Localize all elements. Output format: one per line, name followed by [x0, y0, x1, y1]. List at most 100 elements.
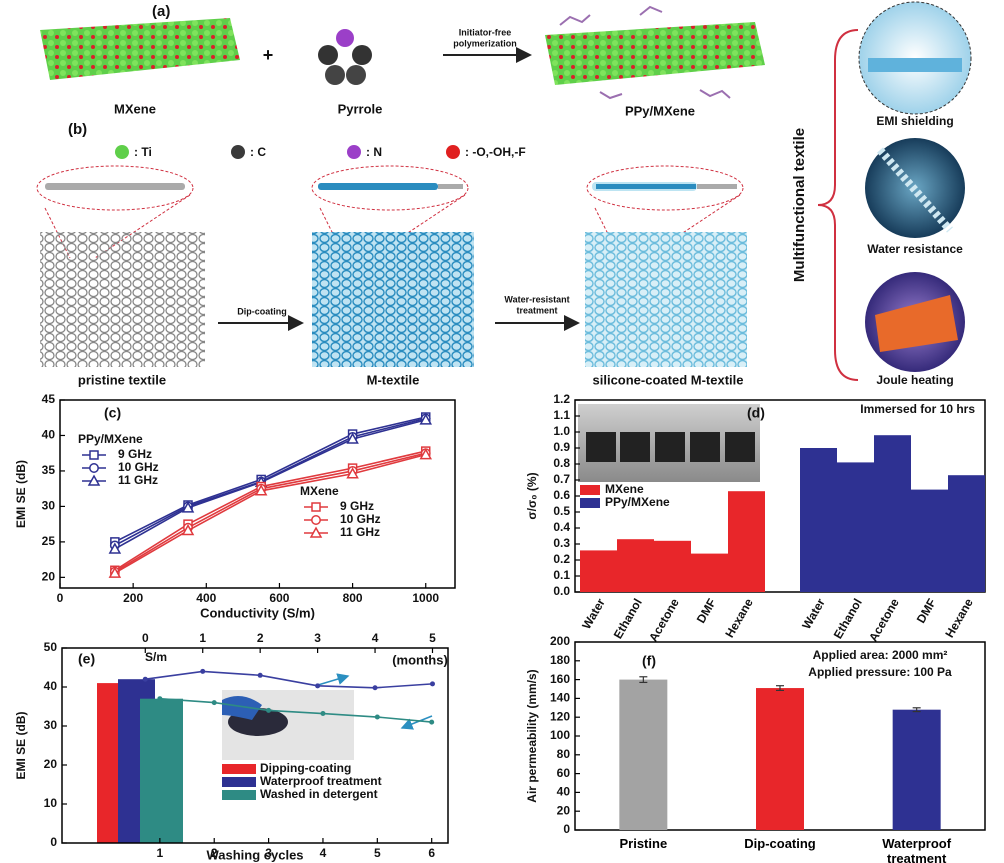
- marker: [346, 432, 359, 444]
- x2-axis-title: (months): [392, 652, 448, 667]
- pyrrole-model: [318, 29, 372, 85]
- plot-frame: [59, 399, 456, 589]
- caption: silicone-coated M-textile: [593, 372, 744, 387]
- legend-label: Waterproof treatment: [260, 774, 382, 788]
- error-bar: [912, 707, 921, 713]
- marker: [320, 711, 326, 717]
- annotation: Applied area: 2000 mm²: [813, 648, 948, 662]
- marker: [315, 683, 321, 689]
- bar: [580, 550, 617, 592]
- panel-label: (a): [152, 3, 170, 20]
- series-line: [159, 697, 432, 723]
- bar: [617, 539, 654, 592]
- x-tick-label: Hexane: [942, 596, 976, 640]
- legend-label: Washed in detergent: [260, 787, 378, 801]
- panel-label: (e): [78, 651, 95, 667]
- x-axis-title: Washing cycles: [206, 847, 303, 862]
- error-bar: [776, 685, 784, 692]
- x-axis-title: Conductivity (S/m): [200, 605, 315, 620]
- caption: PPy/MXene: [625, 103, 695, 118]
- marker: [200, 668, 206, 674]
- y-tick-label: 1.0: [553, 424, 570, 438]
- plot-frame: [61, 647, 449, 844]
- coated-textile: [585, 165, 747, 367]
- arrow-text: Initiator-free: [459, 27, 512, 37]
- marker: [346, 467, 359, 479]
- legend-group-title: MXene: [300, 484, 339, 498]
- series-line: [114, 450, 426, 571]
- legend-label: 10 GHz: [340, 512, 381, 526]
- y-tick-label: 0.6: [553, 488, 570, 502]
- marker: [419, 413, 433, 425]
- legend-label: MXene: [605, 482, 644, 496]
- x-tick-label: 600: [269, 591, 289, 605]
- y-tick-label: 40: [42, 428, 56, 442]
- x-tick-label: Water: [579, 596, 608, 632]
- marker: [157, 696, 163, 702]
- ppy-mxene-model: [545, 22, 765, 85]
- legend-label: 9 GHz: [340, 499, 374, 513]
- x-tick-label: Ethanol: [831, 596, 865, 641]
- bar: [948, 475, 985, 592]
- y-tick-label: 20: [42, 570, 56, 584]
- y-tick-label: 120: [550, 709, 570, 723]
- legend-swatch: [222, 777, 256, 787]
- x-tick-label-box: Dip-coating: [744, 836, 816, 851]
- y-tick-label: 25: [42, 534, 56, 548]
- marker: [211, 700, 217, 706]
- y-tick-label: 0.8: [553, 456, 570, 470]
- marker: [429, 681, 435, 687]
- y-tick-label: 0.7: [553, 472, 570, 486]
- legend-marker: [309, 526, 323, 538]
- bar: [619, 679, 668, 830]
- y-tick-label: 20: [557, 803, 571, 817]
- y-tick-label: 20: [44, 757, 58, 771]
- bar: [654, 540, 691, 592]
- panel-a: (a) MXene + Pyrrole Initiator-free polym…: [40, 3, 765, 118]
- legend-text: : -O,-OH,-F: [465, 145, 526, 159]
- x-tick-label: 6: [428, 846, 435, 860]
- y-tick-label: 80: [557, 747, 571, 761]
- bar: [874, 435, 911, 592]
- x-tick-label: Waterproof treatment: [882, 836, 952, 863]
- legend-label: Dipping-coating: [260, 761, 351, 775]
- legend-dot: [231, 145, 245, 159]
- side-title: Multifunctional textile: [791, 128, 808, 282]
- annotation: Applied pressure: 100 Pa: [808, 665, 952, 679]
- x-tick-label: Acetone: [866, 596, 902, 644]
- x-tick-label: Dip-coating: [744, 836, 816, 851]
- legend-swatch: [580, 485, 600, 495]
- emi-layer: [868, 58, 962, 72]
- arrow-text: polymerization: [453, 38, 517, 48]
- y-axis-title: EMI SE (dB): [14, 711, 28, 779]
- x-tick-label: 0: [142, 631, 149, 645]
- legend-swatch: [580, 498, 600, 508]
- legend-label: 11 GHz: [340, 525, 380, 539]
- marker: [257, 672, 263, 678]
- plus: +: [263, 45, 274, 65]
- marker: [374, 714, 380, 720]
- x-tick-label: 3: [314, 631, 321, 645]
- legend-group-title: PPy/MXene: [78, 432, 143, 446]
- legend-dot: [446, 145, 460, 159]
- y-tick-label: 0: [563, 822, 570, 836]
- function-label: Water resistance: [867, 242, 963, 256]
- x-tick-label: 800: [343, 591, 363, 605]
- legend-dot: [347, 145, 361, 159]
- x-tick-label: 3: [265, 846, 272, 860]
- y-tick-label: 30: [42, 499, 56, 513]
- y-tick-label: 0.0: [553, 584, 570, 598]
- bar: [756, 688, 804, 830]
- legend-marker: [89, 463, 99, 473]
- bar: [691, 553, 728, 592]
- annotation: S/m: [145, 650, 167, 664]
- marker: [181, 501, 195, 513]
- bar: [728, 491, 765, 592]
- marker: [254, 484, 268, 496]
- arrow: [317, 673, 350, 686]
- panel-label: (c): [104, 405, 121, 421]
- legend-text: : C: [250, 145, 266, 159]
- function-label: Joule heating: [876, 373, 953, 387]
- legend-marker: [311, 515, 321, 525]
- bar: [892, 709, 941, 830]
